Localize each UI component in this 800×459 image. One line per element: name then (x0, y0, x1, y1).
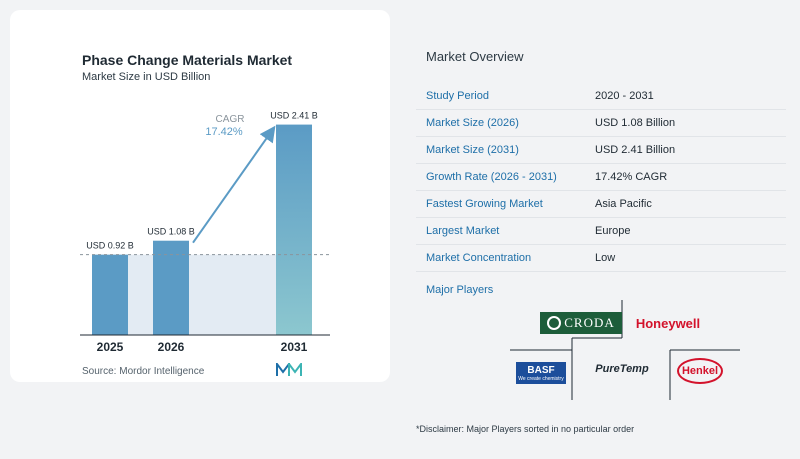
overview-row: Market Concentration Low (416, 245, 786, 272)
overview-row: Study Period 2020 - 2031 (416, 83, 786, 110)
cagr-arrow (192, 125, 276, 244)
overview-row: Market Size (2031) USD 2.41 Billion (416, 137, 786, 164)
puretemp-logo: PureTemp (595, 363, 649, 375)
overview-label: Growth Rate (2026 - 2031) (426, 171, 557, 183)
x-tick-label: 2025 (97, 340, 124, 354)
overview-value: USD 2.41 Billion (595, 144, 676, 156)
source-text: Source: Mordor Intelligence (82, 366, 205, 377)
overview-value: Europe (595, 225, 631, 237)
mordor-logo-icon (276, 363, 302, 376)
data-label: USD 1.08 B (147, 227, 195, 237)
overview-value: 17.42% CAGR (595, 171, 668, 183)
players-grid (510, 300, 740, 400)
players-title: Major Players (426, 284, 494, 296)
cagr-value: 17.42% (205, 126, 243, 138)
overview-value: Low (595, 252, 616, 264)
disclaimer: *Disclaimer: Major Players sorted in no … (416, 424, 635, 434)
overview-value: 2020 - 2031 (595, 90, 654, 102)
overview-label: Market Concentration (426, 252, 532, 264)
bar-2031 (276, 124, 312, 335)
overview-label: Market Size (2026) (426, 117, 519, 129)
x-tick-label: 2026 (158, 340, 185, 354)
overview-title: Market Overview (426, 49, 524, 64)
overview-value: USD 1.08 Billion (595, 117, 676, 129)
chart-subtitle: Market Size in USD Billion (82, 71, 211, 83)
overview-label: Study Period (426, 90, 489, 102)
bar-2026 (153, 240, 189, 335)
croda-mark-icon (547, 316, 562, 330)
basf-logo: BASF We create chemistry (516, 362, 566, 384)
overview-row: Market Size (2026) USD 1.08 Billion (416, 110, 786, 137)
overview-value: Asia Pacific (595, 198, 652, 210)
baseline-shade (92, 254, 312, 335)
overview-row: Growth Rate (2026 - 2031) 17.42% CAGR (416, 164, 786, 191)
honeywell-logo: Honeywell (635, 315, 701, 331)
bar-chart: USD 0.92 B 2025 USD 1.08 B 2026 USD 2.41 B 20… (80, 111, 330, 354)
croda-logo: CRODA (540, 312, 622, 334)
overview-row: Largest Market Europe (416, 218, 786, 245)
chart-title: Phase Change Materials Market (82, 52, 293, 68)
henkel-logo: Henkel (677, 358, 723, 384)
data-label: USD 0.92 B (86, 241, 134, 251)
bar-2025 (92, 254, 128, 335)
overview-label: Fastest Growing Market (426, 198, 543, 210)
x-tick-label: 2031 (281, 340, 308, 354)
overview-row: Fastest Growing Market Asia Pacific (416, 191, 786, 218)
overview-label: Market Size (2031) (426, 144, 519, 156)
overview-label: Largest Market (426, 225, 500, 237)
cagr-label: CAGR (216, 114, 245, 125)
data-label: USD 2.41 B (270, 111, 318, 121)
